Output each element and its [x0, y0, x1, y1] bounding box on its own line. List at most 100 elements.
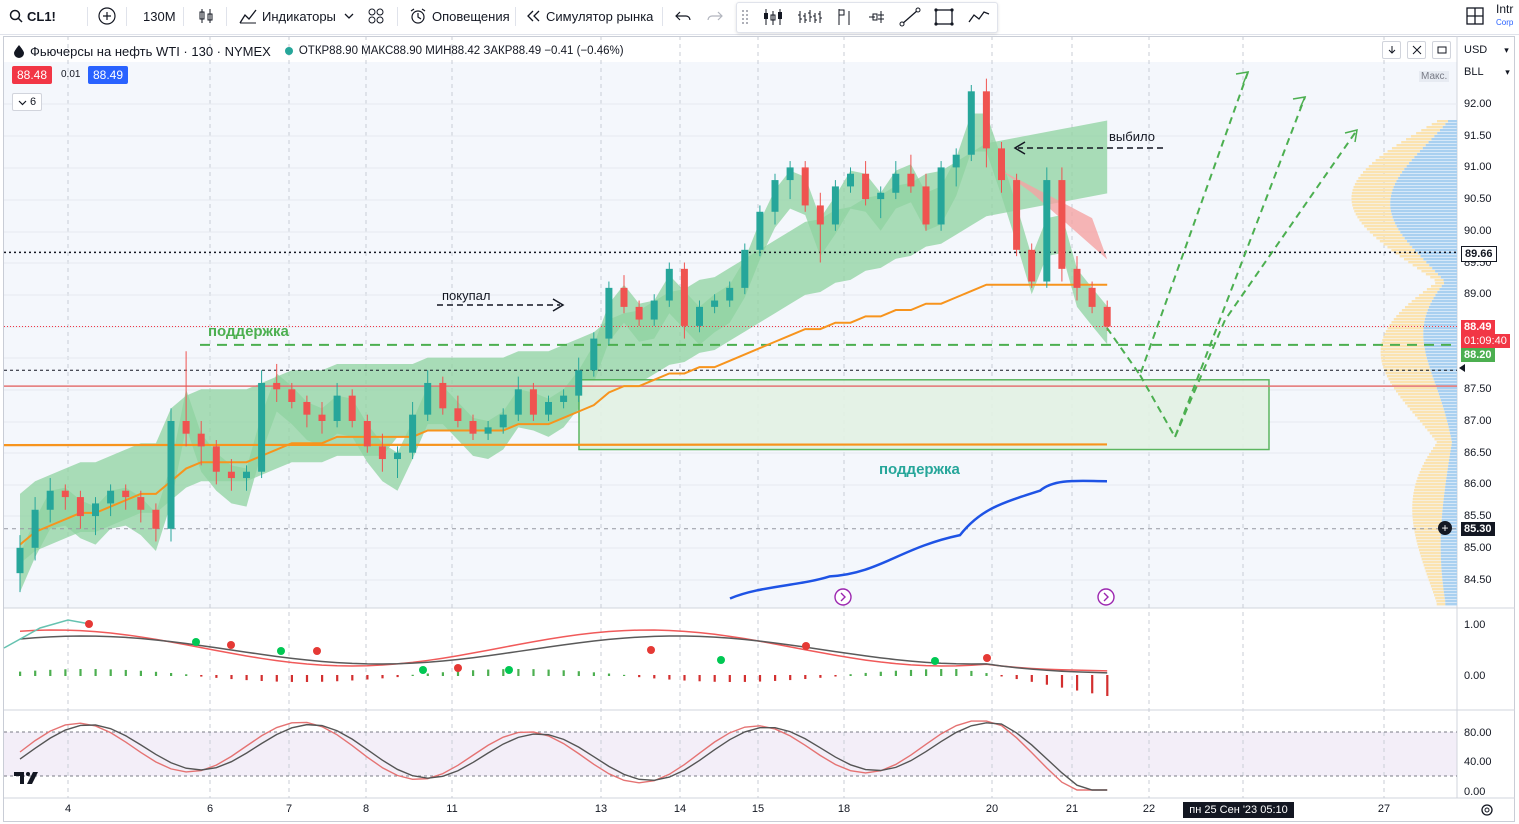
candle-body [650, 300, 658, 320]
currency-select[interactable]: USD ▾ [1464, 44, 1509, 56]
fullscreen-button[interactable] [1407, 41, 1426, 59]
histogram-bar [879, 671, 882, 676]
volume-profile-bar [1446, 477, 1457, 480]
volume-profile-bar [1443, 408, 1457, 411]
histogram-bar [139, 670, 142, 676]
scroll-down-button[interactable] [1382, 41, 1401, 59]
add-alert-plus-icon[interactable]: + [1438, 521, 1452, 535]
rectangle-tool[interactable] [933, 1, 955, 33]
price-tick: 91.00 [1464, 161, 1492, 174]
last-price-tag: 88.49 [1461, 320, 1495, 334]
account-menu[interactable]: Intr Corp [1496, 3, 1513, 29]
volume-profile-bar [1384, 369, 1431, 372]
volume-profile-bar [1436, 603, 1446, 606]
price-tick: 86.00 [1464, 478, 1492, 491]
settings-button[interactable] [1480, 803, 1494, 820]
candle-body [122, 490, 130, 498]
interval-button[interactable]: 130М [143, 0, 176, 32]
volume-profile-bar [1351, 198, 1391, 201]
arrow-head-icon [552, 298, 565, 312]
cross-signal-dot [192, 638, 200, 646]
ask-price-badge[interactable]: 88.49 [88, 66, 129, 84]
histogram-bar [109, 669, 112, 676]
volume-profile-bar [1412, 507, 1443, 510]
maximize-button[interactable] [1432, 41, 1451, 59]
histogram-bar [1015, 675, 1018, 680]
volume-profile-bar [1437, 132, 1457, 135]
volume-profile-bar [1363, 171, 1403, 174]
trend-line-tool[interactable] [899, 1, 921, 33]
replay-button[interactable]: Симулятор рынка [525, 0, 653, 32]
redo-button[interactable] [706, 0, 724, 32]
time-tick: 14 [673, 803, 687, 815]
indicators-collapse-button[interactable]: 6 [12, 93, 42, 111]
candle-body [907, 173, 915, 187]
candle-body [76, 497, 84, 517]
volume-profile-bar [1385, 330, 1424, 333]
volume-profile-bar [1391, 192, 1457, 195]
volume-profile-bar [1351, 195, 1391, 198]
volume-profile-bar [1372, 234, 1403, 237]
bid-price-badge[interactable]: 88.48 [12, 66, 53, 84]
volume-profile-bar [1427, 360, 1457, 363]
alerts-button[interactable]: Оповещения [408, 0, 510, 32]
long-short-tool[interactable] [835, 1, 855, 33]
indicators-button[interactable]: Индикаторы [238, 0, 336, 32]
volume-profile-bar [1421, 129, 1440, 132]
templates-button[interactable] [367, 0, 385, 32]
rectangle-icon [934, 8, 954, 26]
volume-profile-bar [1428, 306, 1457, 309]
volume-profile-bar [1416, 540, 1441, 543]
volume-profile-bar [1425, 315, 1457, 318]
bought-annotation[interactable]: покупал [442, 288, 491, 303]
indicators-dropdown[interactable] [343, 0, 355, 32]
drag-handle[interactable] [741, 1, 749, 33]
support-annotation-lower[interactable]: поддержка [879, 461, 960, 478]
volume-profile-bar [1439, 129, 1457, 132]
histogram-bar [79, 669, 82, 676]
candle-body [590, 338, 598, 371]
bars-pattern-tool[interactable] [797, 1, 825, 33]
knocked-out-annotation[interactable]: выбило [1109, 129, 1155, 144]
volume-profile-bar [1440, 534, 1457, 537]
candle-body [1073, 268, 1081, 288]
histogram-bar [834, 675, 837, 677]
tradingview-logo[interactable] [14, 770, 42, 791]
volume-profile-bar [1380, 348, 1425, 351]
volume-profile-bar [1407, 405, 1443, 408]
volume-profile-bar [1391, 321, 1425, 324]
long-position-tool[interactable] [761, 1, 785, 33]
candle-body [167, 421, 175, 529]
price-tick: 91.50 [1464, 129, 1492, 142]
volume-profile-bar [1369, 231, 1401, 234]
layout-button[interactable] [1465, 0, 1485, 32]
volume-profile-bar [1439, 288, 1457, 291]
unit-select[interactable]: BLL ▾ [1464, 66, 1510, 78]
volume-profile-bar [1439, 396, 1457, 399]
volume-profile-bar [1401, 141, 1429, 144]
candle-body [16, 547, 24, 574]
volume-profile-bar [1418, 546, 1441, 549]
volume-profile-bar [1391, 147, 1423, 150]
chart-type-button[interactable] [197, 0, 215, 32]
volume-profile-bar [1449, 429, 1457, 432]
plus-circle-icon [98, 7, 116, 25]
volume-profile-bar [1442, 579, 1457, 582]
volume-profile-bar [1391, 213, 1457, 216]
volume-profile-bar [1368, 165, 1407, 168]
crosshair-time-label: пн 25 Сен '23 05:10 [1183, 802, 1294, 818]
symbol-search[interactable]: CL1! [8, 0, 56, 32]
ohlc-values: ОТКР88.90 МАКС88.90 МИН88.42 ЗАКР88.49 −… [298, 45, 624, 57]
volume-profile-bar [1366, 228, 1399, 231]
volume-profile-bar [1446, 474, 1457, 477]
volume-profile-bar [1437, 120, 1448, 123]
path-tool[interactable] [967, 1, 991, 33]
volume-profile-bar [1444, 492, 1457, 495]
undo-button[interactable] [674, 0, 692, 32]
compare-button[interactable] [97, 0, 117, 32]
forecast-tool[interactable] [867, 1, 889, 33]
series-title[interactable]: Фьючерсы на нефть WTI · 130 · NYMEX [30, 43, 271, 59]
support-annotation-upper[interactable]: поддержка [208, 323, 289, 340]
volume-profile-bar [1364, 225, 1397, 228]
